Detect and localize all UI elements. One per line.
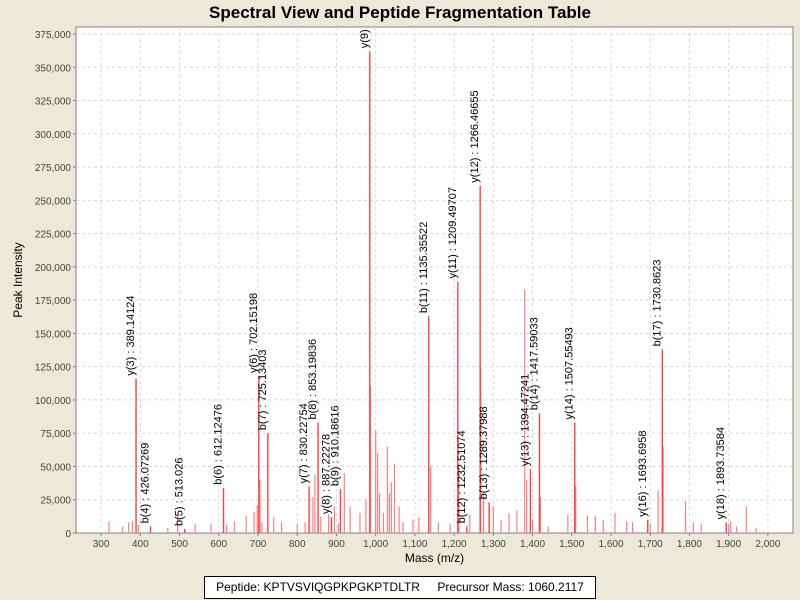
peak-label: y(7) : 830.22754 (298, 403, 310, 483)
y-tick-label: 350,000 (35, 63, 72, 74)
peptide-label: Peptide: KPTVSVIQGPKPGKPTDLTR (216, 580, 420, 594)
x-tick-label: 1,600 (598, 539, 623, 550)
y-tick-label: 250,000 (35, 196, 72, 207)
peak-label: y(8) : 887.22278 (320, 434, 332, 514)
y-tick-label: 175,000 (35, 296, 72, 307)
y-tick-label: 125,000 (35, 363, 72, 374)
x-tick-label: 1,700 (638, 539, 663, 550)
x-tick-label: 700 (250, 539, 267, 550)
x-tick-label: 900 (328, 539, 345, 550)
peaks: y(3) : 389.14124 b(4) : 426.07269 b(5) : 5… (108, 23, 757, 533)
peak-label: b(4) : 426.07269 (140, 443, 152, 524)
peak-label: y(18) : 1893.73584 (715, 427, 727, 519)
chart-title: Spectral View and Peptide Fragmentation … (209, 3, 591, 22)
x-tick-label: 1,500 (559, 539, 584, 550)
x-tick-label: 800 (289, 539, 306, 550)
x-tick-label: 2,000 (755, 539, 780, 550)
peak-label: b(17) : 1730.8623 (651, 260, 663, 347)
x-tick-label: 600 (210, 539, 227, 550)
x-tick-label: 1,200 (442, 539, 467, 550)
y-tick-label: 200,000 (35, 263, 72, 274)
y-tick-label: 300,000 (35, 130, 72, 141)
x-tick-label: 500 (171, 539, 188, 550)
x-tick-label: 1,400 (520, 539, 545, 550)
y-tick-label: 100,000 (35, 396, 72, 407)
peak-label: y(9) : (359, 23, 371, 48)
peak-label: b(12) : 1232.51074 (456, 430, 468, 523)
peak-label: b(9) : 910.18616 (329, 405, 341, 486)
peak-label: y(11) : 1209.49707 (447, 187, 459, 279)
peak-label: b(8) : 853.19836 (307, 339, 319, 420)
peak-label: y(16) : 1693.6958 (637, 430, 649, 516)
y-tick-label: 275,000 (35, 163, 72, 174)
x-tick-label: 1,300 (481, 539, 506, 550)
x-tick-label: 400 (132, 539, 149, 550)
x-tick-label: 300 (93, 539, 110, 550)
x-tick-label: 1,900 (716, 539, 741, 550)
peak-label: b(5) : 513.026 (174, 458, 186, 527)
x-tick-label: 1,800 (677, 539, 702, 550)
y-tick-label: 325,000 (35, 97, 72, 108)
x-tick-label: 1,100 (402, 539, 427, 550)
y-tick-label: 25,000 (40, 496, 71, 507)
peak-label: b(7) : 725.13403 (257, 349, 269, 430)
peak-label: y(13) : 1394.47241 (519, 374, 531, 466)
y-tick-label: 375,000 (35, 30, 72, 41)
y-axis-label: Peak Intensity (11, 242, 25, 317)
x-tick-label: 1,000 (363, 539, 388, 550)
peptide-info-box: Peptide: KPTVSVIQGPKPGKPTDLTR Precursor … (204, 576, 596, 599)
plot-area (75, 26, 794, 534)
peak-label: y(3) : 389.14124 (125, 296, 137, 376)
y-tick-label: 225,000 (35, 230, 72, 241)
peak-label: b(13) : 1289.37988 (478, 406, 490, 499)
y-tick-label: 75,000 (40, 429, 71, 440)
peak-label: y(12) : 1266.46655 (469, 90, 481, 182)
y-tick-label: 150,000 (35, 329, 72, 340)
y-tick-label: 50,000 (40, 462, 71, 473)
peak-label: b(6) : 612.12476 (213, 404, 225, 485)
precursor-mass-label: Precursor Mass: 1060.2117 (437, 580, 584, 594)
peak-label: b(14) : 1417.59033 (528, 317, 540, 410)
peak-label: y(14) : 1507.55493 (564, 327, 576, 419)
y-tick-label: 0 (65, 529, 71, 540)
peak-label: y(6) : 702.15198 (248, 293, 260, 373)
peak-label: b(11) : 1135.35522 (418, 222, 430, 313)
x-axis-label: Mass (m/z) (405, 551, 464, 565)
